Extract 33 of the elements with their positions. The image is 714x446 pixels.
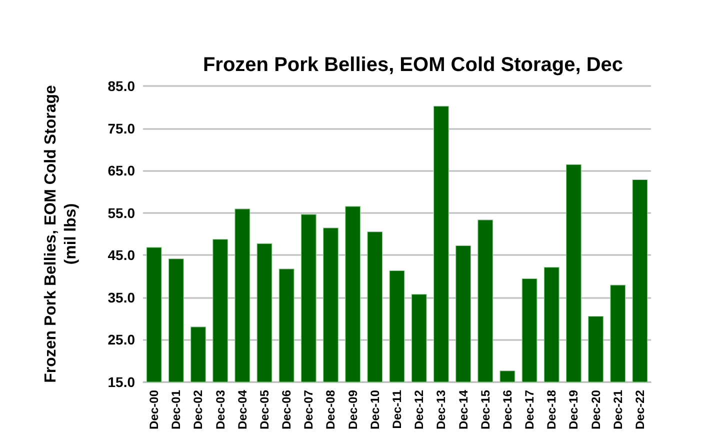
y-tick-label: 75.0 — [108, 120, 136, 136]
x-tick-label: Dec-10 — [368, 390, 382, 430]
x-tick-label: Dec-21 — [610, 390, 625, 430]
x-tick-label: Dec-05 — [257, 390, 272, 430]
y-tick-label: 55.0 — [108, 204, 136, 221]
x-tick-label: Dec-06 — [280, 390, 294, 430]
y-tick-label: 65.0 — [108, 162, 136, 179]
y-tick-label: 15.0 — [108, 374, 136, 390]
x-tick-label: Dec-03 — [213, 390, 228, 430]
x-tick-label: Dec-00 — [147, 390, 162, 430]
y-axis-title: Frozen Pork Bellies, EOM Cold Storage (mil lbs) — [42, 84, 80, 383]
x-tick-label: Dec-18 — [544, 390, 559, 430]
y-tick-label: 25.0 — [108, 332, 136, 348]
x-tick-label: Dec-02 — [191, 390, 206, 430]
x-tick-label: Dec-01 — [169, 390, 184, 430]
x-tick-label: Dec-17 — [522, 390, 537, 430]
chart-title: Frozen Pork Bellies, EOM Cold Storage, Dec — [202, 54, 624, 76]
x-tick-label: Dec-20 — [588, 390, 603, 430]
x-tick-label: Dec-09 — [346, 390, 360, 430]
x-tick-label: Dec-11 — [390, 390, 404, 429]
x-tick-label: Dec-13 — [434, 390, 448, 430]
x-tick-label: Dec-19 — [566, 390, 581, 430]
x-tick-label: Dec-08 — [324, 390, 338, 430]
x-tick-label: Dec-22 — [632, 390, 647, 430]
x-tick-label: Dec-14 — [456, 390, 470, 430]
x-tick-label: Dec-12 — [412, 390, 426, 430]
x-tick-label: Dec-07 — [302, 390, 316, 430]
y-tick-label: 35.0 — [108, 289, 136, 306]
x-tick-label: Dec-04 — [235, 390, 250, 430]
y-tick-label: 45.0 — [108, 247, 136, 264]
y-tick-label: 85.0 — [108, 78, 136, 94]
x-tick-label: Dec-16 — [500, 390, 514, 430]
x-tick-label: Dec-15 — [478, 390, 492, 430]
